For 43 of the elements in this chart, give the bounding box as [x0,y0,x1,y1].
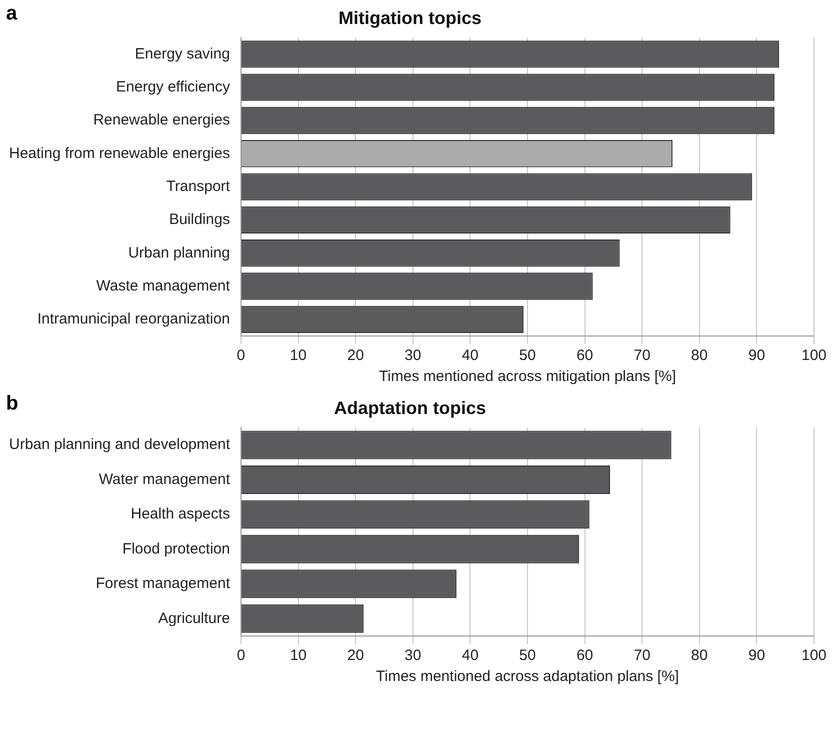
x-tick-label: 0 [236,347,246,364]
chart-title: Mitigation topics [338,8,482,28]
x-tick-label: 70 [634,647,650,664]
y-tick-label: Energy efficiency [116,78,230,96]
x-tick-label: 30 [404,647,422,664]
x-tick-label: 50 [519,347,536,364]
x-tick-label: 100 [801,647,827,664]
y-tick-label: Intramunicipal reorganization [37,310,230,328]
x-tick-label: 10 [290,647,307,664]
x-tick-label: 0 [236,647,246,664]
y-tick-label: Urban planning and development [8,436,231,454]
x-tick-label: 50 [519,647,536,664]
x-tick-label: 60 [576,347,594,364]
y-tick-label: Buildings [169,211,230,228]
x-tick-label: 70 [634,347,650,364]
x-tick-label: 100 [801,347,827,364]
x-tick-label: 10 [290,347,307,364]
x-tick-label: 80 [691,347,708,364]
y-tick-label: Urban planning [128,244,230,262]
x-tick-label: 90 [748,347,766,364]
y-tick-label: Agriculture [158,610,230,627]
text: a [6,2,18,25]
text: b [6,392,18,415]
y-tick-label: Transport [166,178,231,195]
chart-title: Adaptation topics [334,398,486,418]
y-tick-label: Waste management [96,277,231,294]
y-tick-label: Energy saving [134,45,230,62]
x-tick-label: 30 [404,347,422,364]
x-tick-label: 20 [347,347,364,364]
y-tick-label: Health aspects [130,506,230,523]
x-tick-label: 20 [347,647,364,664]
x-tick-label: 40 [462,347,479,364]
x-axis-title: Times mentioned across adaptation plans [%] [376,668,679,686]
x-tick-label: 60 [576,647,594,664]
x-tick-label: 40 [462,647,479,664]
y-tick-label: Water management [98,470,231,488]
x-tick-label: 90 [748,647,766,664]
x-tick-label: 80 [691,647,708,664]
y-tick-label: Forest management [96,575,231,592]
y-tick-label: Heating from renewable energies [8,144,230,162]
x-axis-title: Times mentioned across mitigation plans [%] [378,368,676,386]
y-tick-label: Renewable energies [93,112,230,129]
y-tick-label: Flood protection [122,540,230,558]
